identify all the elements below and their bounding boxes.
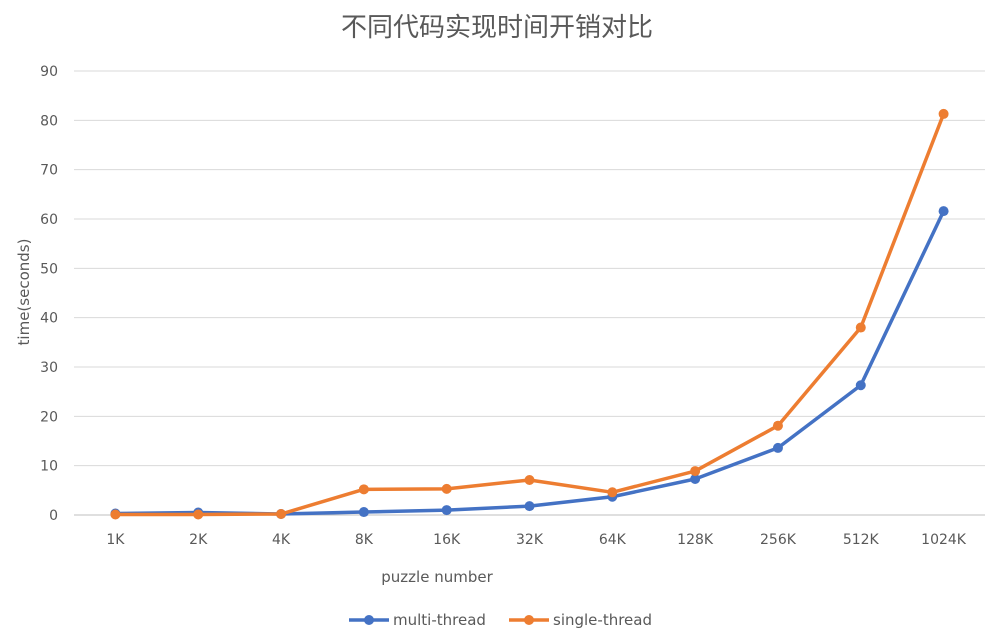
- x-axis-label: puzzle number: [381, 568, 493, 586]
- data-point: [358, 484, 369, 495]
- series-single-thread: [110, 108, 949, 520]
- gridlines: [74, 70, 985, 516]
- data-point: [855, 380, 866, 391]
- series-line: [113, 209, 946, 516]
- data-point: [441, 483, 452, 494]
- data-point: [772, 420, 783, 431]
- legend: multi-thread single-thread: [349, 611, 652, 629]
- x-tick-label: 2K: [189, 532, 208, 548]
- legend-swatch-marker: [524, 615, 534, 625]
- y-tick-label: 70: [40, 163, 58, 179]
- data-point: [938, 206, 949, 217]
- x-axis-ticks: 1K 2K 4K 8K 16K 32K 64K 128K 256K 512K 1024K: [106, 532, 966, 548]
- y-tick-label: 0: [49, 508, 58, 524]
- data-point: [524, 501, 535, 512]
- data-point: [855, 322, 866, 333]
- x-tick-label: 32K: [516, 532, 544, 548]
- legend-swatch-marker: [364, 615, 374, 625]
- x-tick-label: 512K: [843, 532, 880, 548]
- y-tick-label: 60: [40, 212, 58, 228]
- x-tick-label: 16K: [433, 532, 461, 548]
- data-point: [690, 466, 701, 477]
- legend-label: single-thread: [553, 611, 652, 629]
- x-tick-label: 8K: [355, 532, 374, 548]
- x-tick-label: 64K: [599, 532, 627, 548]
- data-point: [276, 509, 287, 520]
- y-tick-label: 80: [40, 113, 58, 129]
- x-tick-label: 1K: [106, 532, 125, 548]
- y-tick-label: 90: [40, 64, 58, 80]
- series-line: [113, 112, 946, 517]
- data-point: [772, 442, 783, 453]
- x-tick-label: 4K: [272, 532, 291, 548]
- x-tick-label: 1024K: [921, 532, 967, 548]
- x-tick-label: 128K: [677, 532, 714, 548]
- data-point: [607, 487, 618, 498]
- series-multi-thread: [110, 206, 949, 520]
- legend-label: multi-thread: [393, 611, 486, 629]
- x-tick-label: 256K: [760, 532, 797, 548]
- data-point: [110, 509, 121, 520]
- data-point: [524, 474, 535, 485]
- series-layer: [110, 108, 949, 520]
- y-tick-label: 50: [40, 261, 58, 277]
- data-point: [938, 108, 949, 119]
- y-tick-label: 40: [40, 311, 58, 327]
- y-tick-label: 20: [40, 409, 58, 425]
- data-point: [690, 473, 701, 484]
- data-point: [441, 505, 452, 516]
- data-point: [358, 507, 369, 518]
- legend-item: single-thread: [509, 611, 652, 629]
- chart-title: 不同代码实现时间开销对比: [341, 13, 653, 43]
- data-point: [193, 509, 204, 520]
- y-tick-label: 30: [40, 360, 58, 376]
- y-tick-label: 10: [40, 459, 58, 475]
- y-axis-label: time(seconds): [15, 239, 33, 346]
- legend-item: multi-thread: [349, 611, 486, 629]
- y-axis-ticks: 0 10 20 30 40 50 60 70 80 90: [40, 64, 58, 524]
